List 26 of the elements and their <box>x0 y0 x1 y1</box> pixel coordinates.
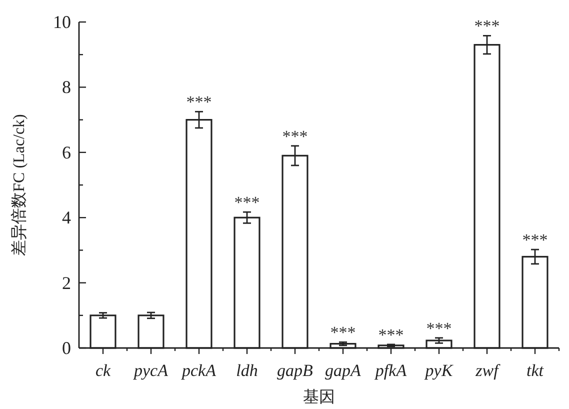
x-tick-label: pyK <box>424 361 454 380</box>
annotation: *** <box>234 193 260 212</box>
x-tick-label: pfkA <box>374 361 408 380</box>
annotation: *** <box>474 16 500 36</box>
annotation: *** <box>330 323 356 342</box>
x-tick-label: ldh <box>236 361 258 380</box>
x-tick-label: tkt <box>526 361 545 380</box>
annotation: *** <box>426 318 452 338</box>
y-tick-label: 6 <box>62 142 71 162</box>
y-tick-label: 2 <box>62 272 71 293</box>
annotation: *** <box>282 126 308 146</box>
x-tick-label: pckA <box>181 361 217 380</box>
x-axis-title: 基因 <box>303 388 335 406</box>
x-tick-label: gapB <box>277 361 314 380</box>
x-tick-label: zwf <box>474 361 501 380</box>
annotation: *** <box>522 230 548 250</box>
x-tick-label: pycA <box>133 361 169 380</box>
y-tick-label: 10 <box>53 12 71 32</box>
annotation: *** <box>186 92 212 112</box>
y-tick-label: 4 <box>62 208 71 228</box>
x-tick-label: gapA <box>325 361 362 380</box>
x-tick-label: ck <box>95 361 111 380</box>
y-axis-title: 差异倍数FC (Lac/ck) <box>10 114 28 256</box>
y-tick-label: 0 <box>62 338 71 358</box>
y-tick-label: 8 <box>62 77 71 98</box>
annotation: *** <box>378 325 404 344</box>
